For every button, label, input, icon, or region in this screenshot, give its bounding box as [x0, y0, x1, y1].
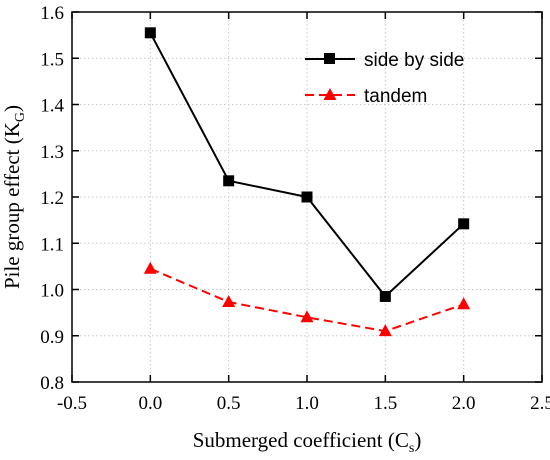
x-tick-label: 1.0	[295, 393, 319, 414]
data-point-side-by-side	[144, 27, 156, 39]
y-tick-label: 0.8	[40, 373, 64, 394]
x-tick-label: 2.0	[452, 393, 476, 414]
y-tick-labels: 0.8 0.9 1.0 1.1 1.2 1.3 1.4 1.5 1.6	[40, 3, 64, 394]
y-tick-label: 0.9	[40, 327, 64, 348]
legend: side by side tandem	[305, 50, 464, 107]
data-point-side-by-side	[458, 218, 470, 230]
y-tick-label: 1.5	[40, 49, 64, 70]
y-tick-label: 1.4	[40, 96, 64, 117]
x-axis-title-main: Submerged coefficient (C	[193, 428, 409, 452]
legend-marker-side-by-side	[324, 53, 335, 64]
y-tick-label: 1.3	[40, 142, 64, 163]
x-axis-title-subscript: s	[409, 441, 414, 456]
axis-ticks	[71, 11, 543, 383]
series-lines	[149, 32, 465, 333]
series-line-tandem	[149, 267, 465, 333]
y-axis-title-subscript: G	[13, 112, 28, 122]
y-tick-label: 1.0	[40, 281, 64, 302]
data-point-tandem	[457, 297, 471, 310]
data-point-tandem	[143, 261, 157, 274]
y-tick-label: 1.6	[40, 3, 64, 24]
legend-label-side-by-side: side by side	[364, 50, 464, 71]
y-tick-label: 1.1	[40, 234, 64, 255]
x-axis-title-end: )	[414, 428, 421, 452]
data-point-tandem	[222, 294, 236, 307]
y-tick-label: 1.2	[40, 188, 64, 209]
x-tick-label: 0.5	[217, 393, 241, 414]
data-point-side-by-side	[301, 191, 313, 203]
data-point-side-by-side	[379, 290, 391, 302]
data-point-side-by-side	[223, 175, 235, 187]
data-point-tandem	[378, 324, 392, 337]
y-axis-title: Pile group effect (KG)	[0, 105, 28, 289]
legend-label-tandem: tandem	[364, 86, 427, 107]
x-tick-label: 2.5	[530, 393, 550, 414]
x-tick-label: 1.5	[373, 393, 397, 414]
x-tick-label: -0.5	[57, 393, 87, 414]
legend-marker-tandem	[323, 88, 337, 100]
y-axis-title-end: )	[0, 105, 24, 112]
x-axis-title: Submerged coefficient (Cs)	[193, 428, 422, 456]
data-markers	[143, 27, 471, 337]
data-point-tandem	[300, 310, 314, 323]
y-axis-title-main: Pile group effect (K	[0, 122, 24, 289]
x-tick-label: 0.0	[138, 393, 162, 414]
x-tick-labels: -0.5 0.0 0.5 1.0 1.5 2.0 2.5	[57, 393, 550, 414]
